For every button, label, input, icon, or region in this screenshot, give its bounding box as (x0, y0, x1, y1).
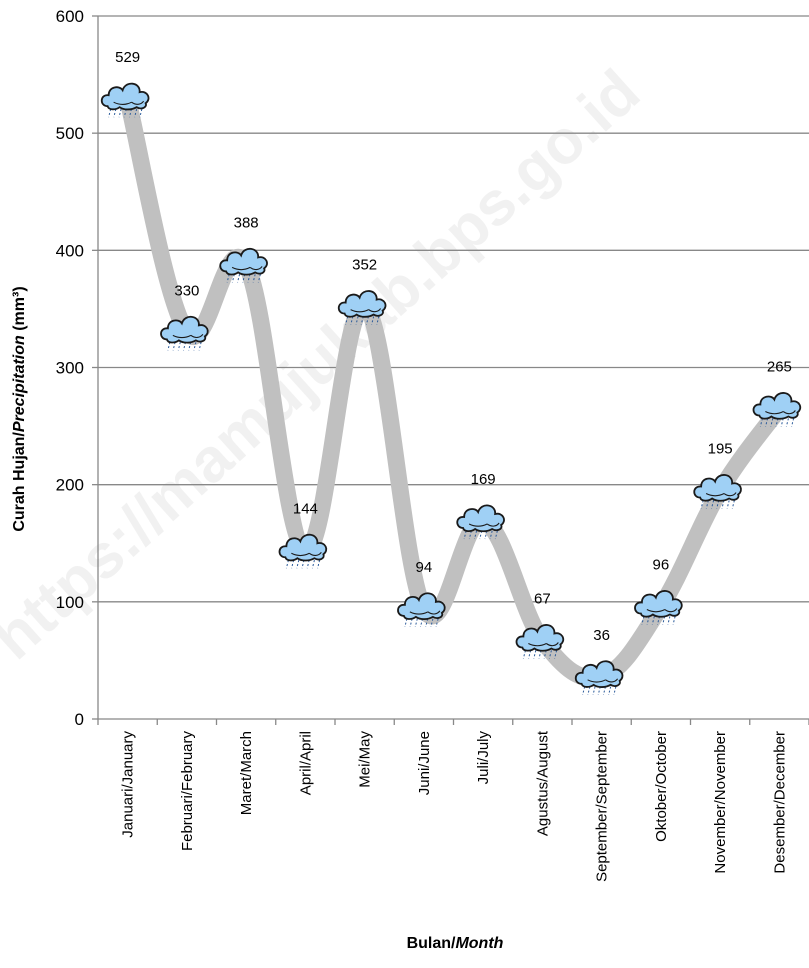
data-label: 67 (534, 590, 551, 607)
y-tick-label: 600 (56, 7, 84, 26)
data-label: 36 (593, 627, 610, 644)
data-label: 529 (115, 49, 140, 66)
y-tick-label: 100 (56, 593, 84, 612)
y-tick-label: 200 (56, 476, 84, 495)
axes (92, 15, 809, 725)
rain-cloud-icon (219, 247, 268, 283)
x-tick-label: Januari/January (120, 731, 137, 838)
rain-cloud-icon (634, 590, 683, 625)
x-tick-labels: Januari/January Februari/February Maret/Ma… (120, 730, 789, 882)
rain-cloud-icon (160, 315, 209, 351)
rain-cloud-icon (397, 592, 446, 627)
x-tick-label: Juni/June (416, 731, 433, 795)
x-tick-label: Oktober/October (653, 731, 670, 842)
rain-cloud-icon (100, 82, 150, 118)
rain-cloud-icon (752, 392, 802, 427)
data-label: 352 (352, 257, 377, 274)
y-tick-label: 500 (56, 124, 84, 143)
data-label: 330 (174, 282, 199, 299)
y-tick-label: 300 (56, 359, 84, 378)
data-label: 94 (416, 559, 433, 576)
x-tick-label: Februari/February (179, 731, 196, 852)
data-label: 195 (708, 441, 733, 458)
precipitation-line (119, 90, 788, 687)
y-axis-title: Curah Hujan/Precipitation (mm³) (11, 286, 28, 531)
x-tick-label: Juli/July (475, 731, 492, 785)
rain-cloud-icon (693, 474, 742, 509)
data-label: 388 (234, 214, 259, 231)
x-tick-label: Desember/December (771, 731, 788, 874)
x-axis-title: Bulan/Month (407, 935, 504, 952)
x-tick-label: November/November (712, 731, 729, 874)
rain-cloud-icon (278, 533, 328, 569)
y-tick-labels: 0 100 200 300 400 500 600 (56, 7, 84, 729)
data-label: 169 (471, 471, 496, 488)
x-tick-label: Mei/May (357, 731, 374, 788)
rain-cloud-icon (456, 504, 505, 540)
x-tick-label: Agustus/August (534, 730, 551, 836)
markers (100, 82, 802, 695)
rain-cloud-icon (574, 660, 624, 695)
y-tick-label: 400 (56, 241, 84, 260)
x-tick-label: September/September (594, 731, 611, 882)
x-tick-label: Maret/March (238, 731, 255, 815)
y-tick-label: 0 (75, 710, 84, 729)
data-label: 96 (653, 557, 670, 574)
x-tick-label: April/April (297, 731, 314, 795)
data-labels: 529 330 388 144 352 94 169 67 36 96 195 265 (115, 49, 792, 644)
rain-cloud-icon (337, 290, 387, 325)
data-label: 265 (767, 359, 792, 376)
gridlines (98, 15, 809, 603)
rain-cloud-icon (515, 624, 565, 659)
data-label: 144 (293, 500, 318, 517)
